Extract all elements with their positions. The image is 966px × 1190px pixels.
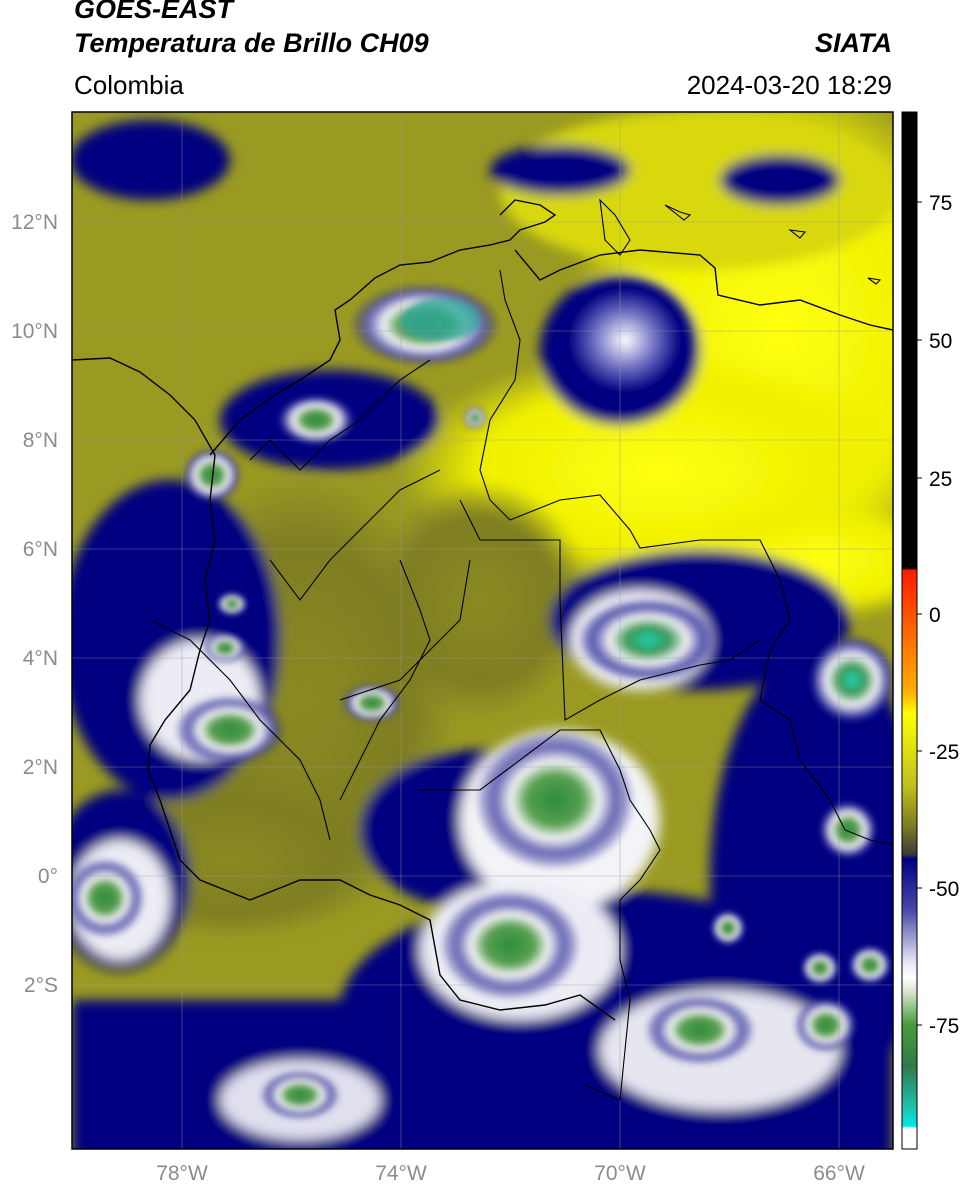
lon-label-70w: 70°W xyxy=(594,1162,646,1185)
colorbar-tick-minus75: -75 xyxy=(929,1015,959,1038)
lat-label-2s: 2°S xyxy=(24,974,58,997)
lon-label-74w: 74°W xyxy=(375,1162,427,1185)
lat-label-4n: 4°N xyxy=(23,647,58,670)
colorbar-tick-50: 50 xyxy=(929,330,952,353)
lon-label-78w: 78°W xyxy=(156,1162,208,1185)
coastlines-and-borders xyxy=(72,198,893,1101)
product-title: Temperatura de Brillo CH09 xyxy=(74,28,429,58)
map-gridlines xyxy=(72,112,893,1149)
colorbar-tick-minus50: -50 xyxy=(929,878,959,901)
map-frame xyxy=(71,111,894,1150)
lat-label-12n: 12°N xyxy=(11,211,58,234)
lon-label-66w: 66°W xyxy=(813,1162,865,1185)
latitude-labels: 12°N 10°N 8°N 6°N 4°N 2°N 0° 2°S xyxy=(11,211,58,997)
timestamp: 2024-03-20 18:29 xyxy=(686,70,892,100)
organization-name: SIATA xyxy=(815,28,892,58)
colorbar: 75 50 25 0 -25 -50 -75 xyxy=(901,111,959,1150)
colorbar-tick-25: 25 xyxy=(929,468,952,491)
lat-label-8n: 8°N xyxy=(23,429,58,452)
lat-label-2n: 2°N xyxy=(23,756,58,779)
colorbar-tick-75: 75 xyxy=(929,192,952,215)
colorbar-tick-minus25: -25 xyxy=(929,741,959,764)
lat-label-10n: 10°N xyxy=(11,320,58,343)
longitude-labels: 78°W 74°W 70°W 66°W xyxy=(156,1162,865,1185)
colorbar-tick-0: 0 xyxy=(929,604,941,627)
lat-label-6n: 6°N xyxy=(23,538,58,561)
satellite-name: GOES-EAST xyxy=(74,0,234,24)
brightness-temperature-image xyxy=(72,112,893,1149)
lat-label-0: 0° xyxy=(38,865,58,888)
colorbar-scale xyxy=(901,111,918,1150)
region-name: Colombia xyxy=(74,70,184,100)
